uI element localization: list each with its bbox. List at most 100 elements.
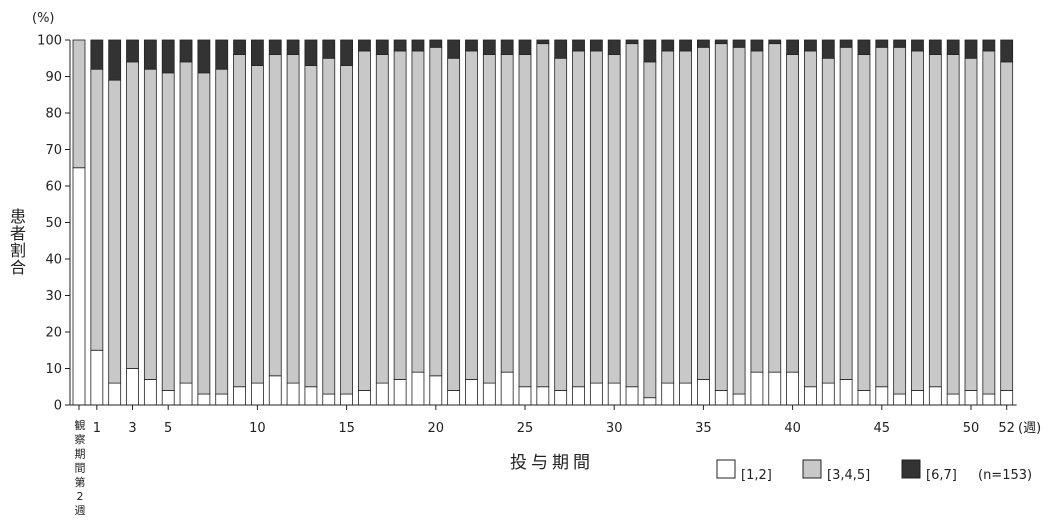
bar-stack [518, 39, 532, 406]
bar-stack [286, 39, 300, 406]
bar-segment [322, 393, 336, 406]
x-tick-label: 5 [164, 421, 172, 436]
x-tick-label: 3 [128, 421, 136, 436]
bar-segment [928, 386, 942, 406]
bar-segment [946, 39, 960, 56]
baseline-label-char: 週 [75, 504, 86, 517]
bar-stack [786, 39, 799, 406]
bar-segment [643, 61, 657, 399]
bar-segment [358, 50, 371, 391]
bar-segment [250, 382, 264, 406]
bar-stack [679, 39, 692, 406]
x-tick-label: 15 [338, 421, 355, 436]
bar-segment [90, 349, 104, 406]
y-tick-label: 100 [37, 34, 62, 49]
bar-stack [215, 39, 229, 406]
bar-segment [482, 382, 496, 406]
bar-stack [589, 39, 603, 406]
x-unit-label: (週) [1018, 421, 1041, 436]
bar-segment [179, 61, 193, 384]
bar-segment [821, 39, 835, 59]
bar-segment [821, 57, 835, 384]
bar-segment [1000, 39, 1014, 63]
bar-segment [572, 386, 585, 406]
bar-segment [429, 46, 443, 377]
legend-swatch [802, 459, 822, 479]
bar-segment [875, 386, 889, 406]
bar-segment [393, 379, 407, 406]
bar-segment [500, 54, 514, 373]
bar-segment [536, 39, 550, 45]
bar-segment [928, 39, 942, 56]
bar-stack [893, 39, 907, 406]
bar-segment [625, 386, 639, 406]
bar-stack [661, 39, 675, 406]
bar-segment [911, 39, 924, 52]
y-axis-title-char: 患 [10, 207, 26, 226]
bar-segment [322, 57, 336, 395]
legend-swatch [716, 459, 736, 479]
bar-segment [393, 50, 407, 380]
bar-segment [375, 382, 389, 406]
bar-segment [786, 371, 799, 406]
bar-stack [839, 39, 853, 406]
bar-segment [215, 68, 229, 395]
bar-segment [679, 382, 692, 406]
bar-segment [875, 46, 889, 388]
bar-segment [197, 39, 211, 74]
bar-stack [946, 39, 960, 406]
bar-segment [643, 39, 657, 63]
bar-segment [393, 39, 407, 52]
bar-stack [804, 39, 817, 406]
bar-stack [572, 39, 585, 406]
bar-segment [482, 54, 496, 384]
y-axis-title-char: 合 [10, 258, 26, 277]
bar-segment [572, 39, 585, 52]
bar-segment [536, 43, 550, 388]
x-tick-label: 1 [93, 421, 101, 436]
x-tick-label: 30 [606, 421, 623, 436]
bar-stack [304, 39, 318, 406]
bar-segment [500, 371, 514, 406]
x-tick-label: 10 [249, 421, 266, 436]
bar-segment [964, 389, 978, 406]
bar-stack [536, 39, 550, 406]
bar-segment [857, 39, 871, 56]
y-unit-label: (%) [32, 11, 55, 26]
bar-segment [340, 65, 354, 395]
bar-segment [215, 39, 229, 70]
bar-stack [643, 39, 657, 406]
bar-segment [429, 375, 443, 406]
y-tick-label: 40 [45, 253, 62, 268]
bar-segment [233, 54, 246, 388]
bar-segment [215, 393, 229, 406]
bar-segment [268, 39, 282, 56]
bar-segment [750, 50, 764, 373]
bar-segment [893, 39, 907, 48]
bar-segment [90, 39, 104, 70]
bar-segment [358, 39, 371, 52]
x-tick-label: 50 [963, 421, 980, 436]
bar-segment [250, 39, 264, 66]
x-tick-label: 45 [874, 421, 891, 436]
bar-segment [447, 39, 461, 59]
bar-segment [143, 68, 157, 380]
bar-segment [465, 379, 478, 406]
bar-segment [589, 50, 603, 384]
bar-segment [179, 39, 193, 63]
legend-label: [6,7] [926, 468, 957, 483]
bar-segment [72, 167, 86, 406]
x-axis-title: 投与期間 [510, 453, 594, 473]
bar-segment [714, 39, 728, 45]
baseline-label-char: 観 [75, 418, 86, 432]
baseline-label-char: 2 [77, 490, 84, 503]
bar-segment [161, 72, 175, 391]
bar-segment [625, 43, 639, 388]
y-axis: 0 10 20 30 40 50 60 70 80 90 100 [37, 34, 71, 414]
bar-stack [465, 39, 478, 406]
bar-segment [928, 54, 942, 388]
bar-segment [358, 389, 371, 406]
bar-segment [786, 39, 799, 56]
y-tick-label: 70 [45, 143, 62, 158]
bar-stack [90, 39, 104, 406]
